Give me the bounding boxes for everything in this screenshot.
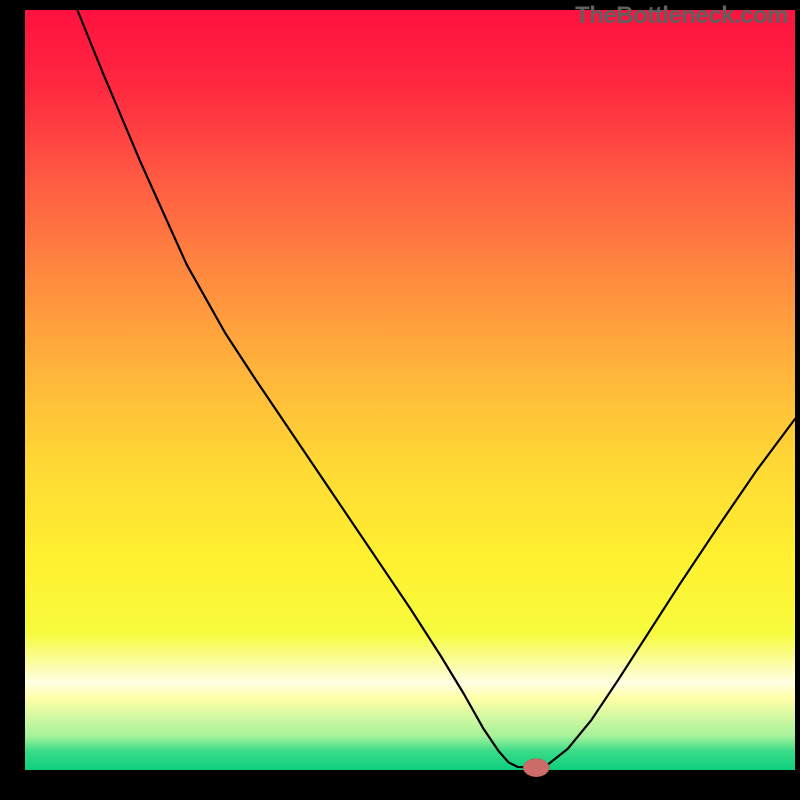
watermark-text: TheBottleneck.com <box>575 2 788 30</box>
optimal-point-marker <box>523 759 549 777</box>
plot-background <box>25 10 795 770</box>
bottleneck-chart <box>0 0 800 800</box>
chart-frame: TheBottleneck.com <box>0 0 800 800</box>
